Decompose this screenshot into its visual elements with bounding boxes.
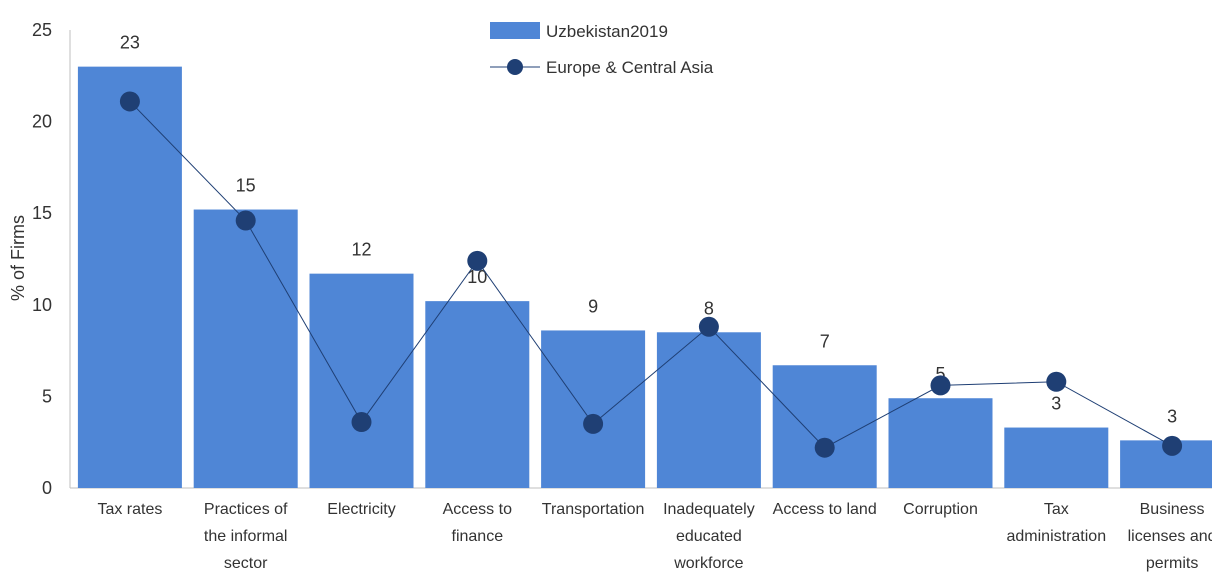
x-tick-label-line: the informal [204, 528, 288, 545]
line-marker [1046, 371, 1067, 392]
x-tick-label: Tax administration [1006, 501, 1106, 545]
bar [193, 209, 298, 488]
bar-data-label: 23 [120, 33, 140, 53]
line-marker [119, 91, 140, 112]
x-tick-label-line: licenses and [1128, 528, 1212, 545]
x-tick-label: Transportation [542, 501, 645, 518]
legend-swatch-bar [490, 22, 540, 39]
bar [888, 398, 993, 488]
x-tick-labels: Tax rates Practices of the informal sector E… [97, 501, 1212, 572]
x-tick-label-line: Electricity [327, 501, 395, 518]
legend-label-line: Europe & Central Asia [546, 58, 714, 77]
line-marker [814, 437, 835, 458]
y-tick-label: 0 [42, 478, 52, 498]
bar [772, 365, 877, 488]
bar-data-label: 3 [1051, 394, 1061, 414]
bar-data-label: 10 [467, 267, 487, 287]
bar-data-labels: 23 15 12 10 9 8 7 5 3 3 [120, 33, 1177, 427]
bar-data-label: 7 [820, 331, 830, 351]
bar-data-label: 9 [588, 296, 598, 316]
y-tick-label: 10 [32, 295, 52, 315]
bar-data-label: 12 [351, 240, 371, 260]
bar [541, 330, 646, 488]
x-tick-label-line: Inadequately [663, 501, 755, 518]
x-tick-label: Business licenses and permits [1128, 501, 1212, 572]
y-tick-label: 15 [32, 203, 52, 223]
x-tick-label-line: Access to [443, 501, 512, 518]
line-marker [235, 210, 256, 231]
x-tick-label: Corruption [903, 501, 978, 518]
line-marker [467, 250, 488, 271]
x-tick-label-line: Business [1140, 501, 1205, 518]
y-tick-label: 20 [32, 112, 52, 132]
x-tick-label: Tax rates [97, 501, 162, 518]
x-tick-label: Access to land [773, 501, 877, 518]
x-tick-label: Electricity [327, 501, 395, 518]
legend: Uzbekistan2019 Europe & Central Asia [490, 22, 714, 77]
line-marker [583, 413, 604, 434]
x-tick-label-line: Tax [1044, 501, 1069, 518]
x-tick-label-line: Practices of [204, 501, 288, 518]
bar-data-label: 15 [236, 176, 256, 196]
bar-series [77, 66, 1212, 488]
line-marker [930, 375, 951, 396]
bar-data-label: 3 [1167, 406, 1177, 426]
x-tick-label: Practices of the informal sector [204, 501, 288, 572]
y-tick-label: 5 [42, 386, 52, 406]
line-marker [698, 316, 719, 337]
x-tick-label-line: Transportation [542, 501, 645, 518]
bar [656, 332, 761, 488]
line-marker [351, 412, 372, 433]
legend-label-bar: Uzbekistan2019 [546, 22, 668, 41]
x-tick-label-line: Access to land [773, 501, 877, 518]
x-tick-label: Inadequately educated workforce [663, 501, 755, 572]
x-tick-label-line: Tax rates [97, 501, 162, 518]
x-tick-label-line: educated [676, 528, 742, 545]
x-tick-label-line: workforce [673, 555, 743, 572]
legend-swatch-marker [507, 59, 523, 75]
y-tick-label: 25 [32, 20, 52, 40]
x-tick-label-line: administration [1006, 528, 1106, 545]
bar-data-label: 5 [935, 364, 945, 384]
y-tick-labels: 0 5 10 15 20 25 [32, 20, 52, 498]
x-tick-label: Access to finance [443, 501, 512, 545]
bar [425, 301, 530, 488]
bar-data-label: 8 [704, 298, 714, 318]
bar [1004, 427, 1109, 488]
bar [309, 273, 414, 488]
y-axis-title: % of Firms [8, 215, 28, 301]
series-line [129, 101, 1173, 449]
x-tick-label-line: sector [224, 555, 268, 572]
y-axis: % of Firms 0 5 10 15 20 25 [8, 20, 71, 498]
bar [77, 66, 182, 488]
x-tick-label-line: Corruption [903, 501, 978, 518]
x-tick-label-line: finance [452, 528, 504, 545]
line-marker [1162, 435, 1183, 456]
line-series [119, 91, 1183, 458]
x-tick-label-line: permits [1146, 555, 1198, 572]
